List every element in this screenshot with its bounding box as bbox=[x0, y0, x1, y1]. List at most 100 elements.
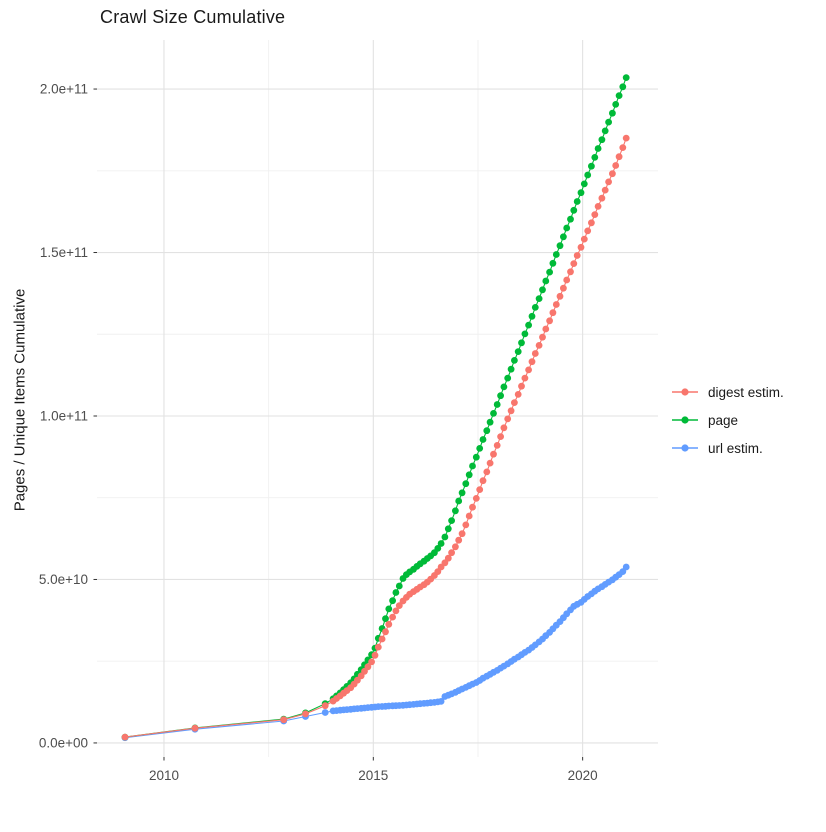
data-point bbox=[368, 658, 375, 666]
data-point bbox=[612, 101, 620, 108]
data-point bbox=[191, 724, 199, 732]
data-point bbox=[535, 342, 543, 349]
data-point bbox=[584, 171, 592, 179]
data-point bbox=[525, 321, 532, 329]
data-point bbox=[465, 471, 473, 479]
data-point bbox=[546, 268, 553, 276]
data-point bbox=[448, 549, 455, 557]
data-point bbox=[514, 391, 522, 398]
data-point bbox=[570, 206, 578, 214]
data-point bbox=[563, 276, 571, 284]
data-point bbox=[591, 211, 599, 219]
data-point bbox=[594, 145, 602, 152]
data-point bbox=[121, 733, 129, 741]
data-point bbox=[577, 189, 585, 197]
data-point bbox=[382, 628, 389, 636]
chart-title: Crawl Size Cumulative bbox=[100, 7, 286, 27]
gridlines-major bbox=[97, 40, 658, 757]
data-point bbox=[434, 545, 442, 552]
y-tick-label: 2.0e+11 bbox=[40, 82, 88, 97]
data-point bbox=[364, 663, 372, 671]
data-point bbox=[518, 382, 525, 390]
data-point bbox=[619, 144, 627, 152]
data-point bbox=[552, 251, 560, 258]
y-axis-title: Pages / Unique Items Cumulative bbox=[11, 288, 29, 512]
data-point bbox=[490, 450, 497, 458]
data-point bbox=[504, 374, 512, 382]
legend-item-page: page bbox=[668, 406, 784, 434]
data-point bbox=[612, 162, 620, 169]
data-point bbox=[622, 563, 630, 571]
data-point bbox=[535, 295, 543, 302]
data-point bbox=[622, 134, 630, 142]
data-point bbox=[563, 224, 571, 232]
data-point bbox=[511, 399, 518, 406]
data-point bbox=[371, 651, 379, 659]
data-point bbox=[539, 286, 546, 294]
data-point bbox=[385, 620, 393, 628]
data-point bbox=[389, 597, 396, 605]
data-point bbox=[483, 468, 491, 476]
data-point bbox=[549, 259, 557, 267]
series-digest-estim- bbox=[121, 134, 630, 741]
data-point bbox=[479, 477, 487, 485]
legend-label: digest estim. bbox=[708, 384, 784, 400]
data-point bbox=[378, 635, 386, 643]
legend-key-icon bbox=[672, 388, 698, 396]
data-point bbox=[455, 536, 463, 544]
data-point bbox=[598, 136, 606, 144]
data-point bbox=[437, 698, 445, 705]
data-point bbox=[570, 260, 578, 267]
legend-label: url estim. bbox=[708, 440, 763, 456]
data-point bbox=[556, 292, 564, 300]
data-point bbox=[437, 540, 445, 547]
data-point bbox=[280, 716, 288, 724]
legend-key-icon bbox=[672, 416, 698, 424]
data-point bbox=[573, 252, 581, 259]
x-tick-label: 2015 bbox=[358, 768, 388, 783]
gridlines-minor bbox=[97, 40, 658, 757]
x-tick-label: 2010 bbox=[149, 768, 179, 783]
data-point bbox=[462, 480, 470, 488]
data-point bbox=[584, 227, 592, 235]
data-point bbox=[622, 74, 630, 81]
legend: digest estim. page url estim. bbox=[668, 378, 784, 462]
data-point bbox=[528, 358, 536, 366]
data-point bbox=[462, 521, 470, 529]
data-point bbox=[567, 268, 574, 276]
data-point bbox=[588, 162, 595, 170]
data-point bbox=[573, 198, 581, 205]
data-point bbox=[594, 203, 602, 210]
series-page bbox=[121, 74, 630, 741]
data-point bbox=[395, 602, 403, 609]
data-point bbox=[479, 436, 487, 443]
data-point bbox=[567, 215, 574, 223]
x-tick-labels: 2010 2015 2020 bbox=[149, 768, 598, 783]
data-point bbox=[476, 445, 484, 452]
y-tick-label: 0.0e+00 bbox=[39, 735, 88, 750]
data-point bbox=[472, 495, 480, 502]
data-point bbox=[619, 83, 627, 91]
data-point bbox=[458, 530, 466, 538]
data-point bbox=[374, 643, 382, 651]
data-point bbox=[469, 462, 476, 470]
data-point bbox=[490, 410, 497, 417]
data-point bbox=[609, 109, 616, 117]
data-point bbox=[601, 127, 609, 135]
data-point bbox=[601, 186, 609, 194]
data-point bbox=[483, 427, 491, 435]
data-point bbox=[507, 407, 515, 415]
data-point bbox=[580, 235, 588, 243]
data-point bbox=[389, 613, 396, 621]
y-tick-labels: 0.0e+00 5.0e+10 1.0e+11 1.5e+11 2.0e+11 bbox=[39, 82, 88, 751]
data-point bbox=[577, 243, 585, 251]
data-point bbox=[605, 118, 612, 126]
y-tick-label: 1.5e+11 bbox=[40, 245, 88, 260]
data-point bbox=[546, 317, 553, 325]
data-point bbox=[511, 357, 518, 364]
data-point bbox=[500, 424, 508, 432]
data-point bbox=[392, 589, 400, 596]
legend-item-digest-estim-: digest estim. bbox=[668, 378, 784, 406]
data-point bbox=[539, 333, 546, 341]
